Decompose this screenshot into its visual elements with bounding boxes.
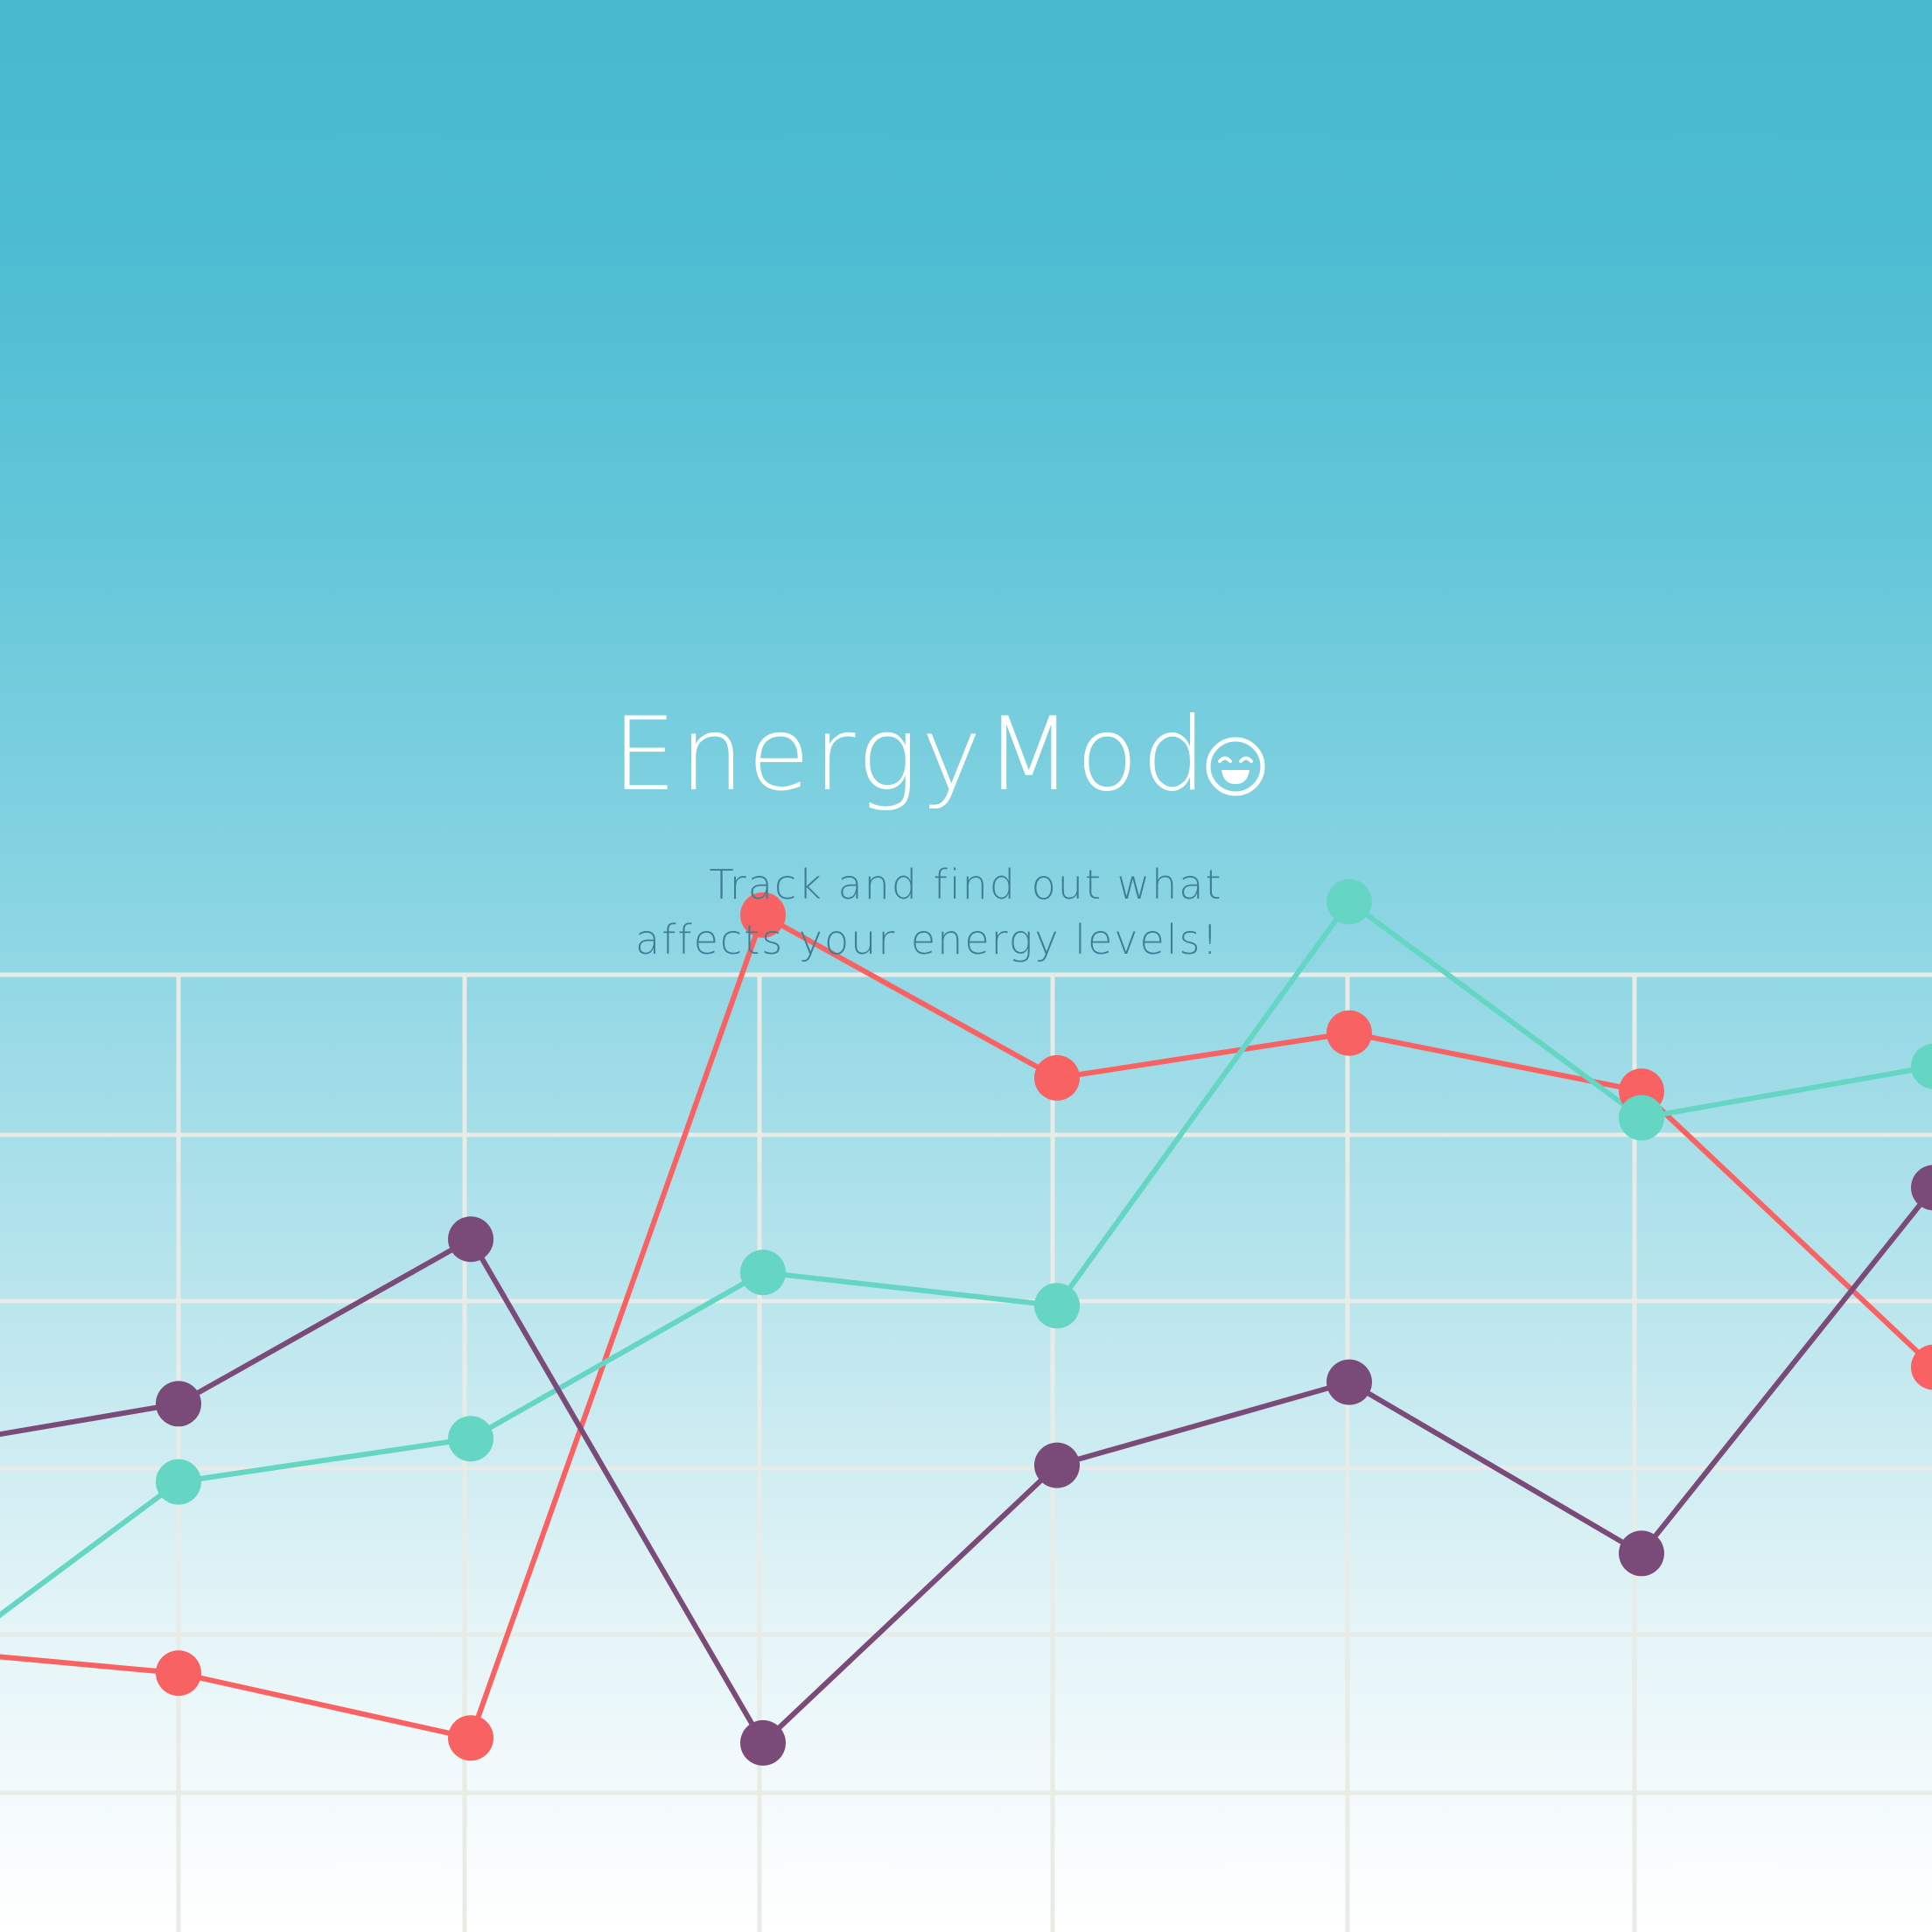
series-2-point	[448, 1416, 494, 1462]
chart-lines	[0, 899, 1932, 1746]
series-3-point	[740, 1719, 786, 1766]
series-1-point	[156, 1650, 201, 1697]
chart-grid	[0, 972, 1932, 1932]
series-1-point	[1326, 1010, 1372, 1056]
series-1-point	[448, 1715, 494, 1761]
brand-header: EnergyMod	[0, 704, 1932, 806]
series-3-point	[1326, 1359, 1372, 1405]
series-1-point	[1034, 1054, 1080, 1101]
app-name: EnergyMod	[612, 696, 1210, 814]
brand-row: EnergyMod	[612, 704, 1268, 806]
series-2-point	[156, 1459, 201, 1505]
series-3-point	[156, 1381, 201, 1427]
chart-points	[156, 878, 1932, 1766]
series-3-point	[1911, 1165, 1932, 1211]
series-line-1	[0, 912, 1932, 1741]
series-1-point	[1911, 1344, 1932, 1390]
smiley-face-icon	[1204, 735, 1267, 798]
tagline-line-2: affects your energy levels!	[635, 916, 1220, 963]
series-3-point	[1619, 1530, 1664, 1577]
series-2-point	[1619, 1095, 1664, 1141]
series-1-point	[740, 892, 786, 938]
series-3-point	[448, 1216, 494, 1263]
tagline: Track and find out what affects your ene…	[0, 858, 1932, 968]
series-3-point	[1034, 1442, 1080, 1488]
series-2-point	[740, 1250, 786, 1296]
tagline-line-1: Track and find out what	[709, 861, 1223, 908]
series-2-point	[1326, 878, 1372, 925]
series-2-point	[1911, 1043, 1932, 1089]
series-2-point	[1034, 1283, 1080, 1329]
